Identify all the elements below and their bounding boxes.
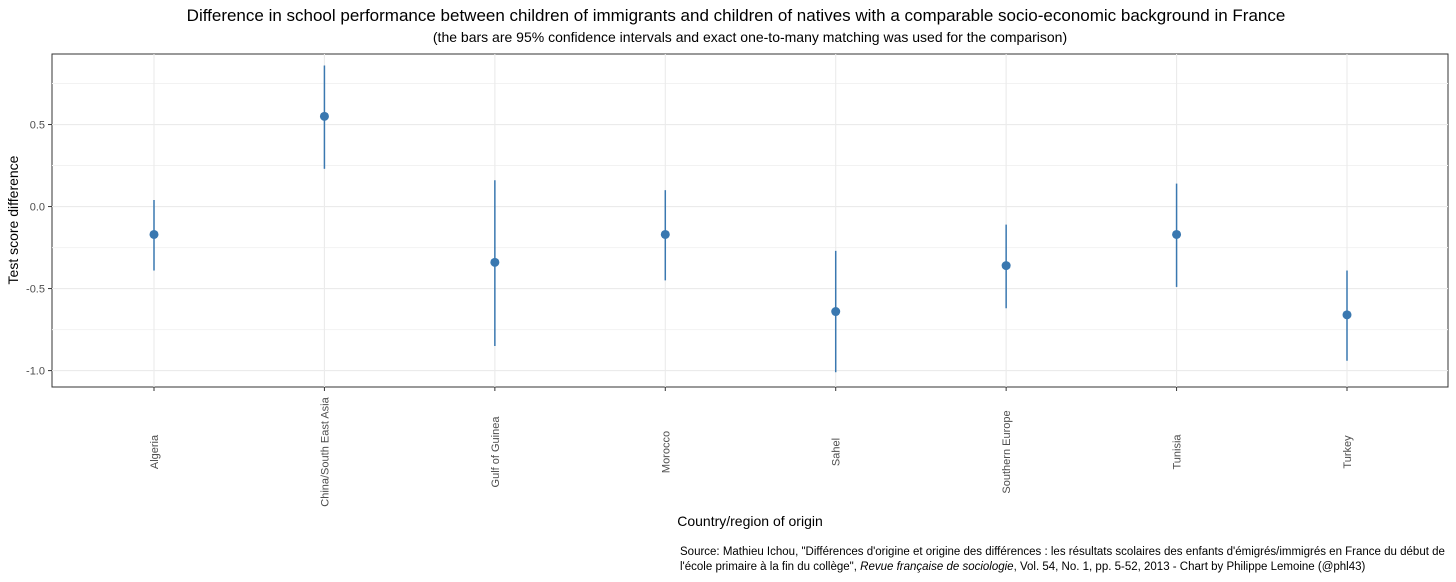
- source-text: Source: Mathieu Ichou, "Différences d'or…: [680, 546, 1445, 573]
- data-point: [319, 111, 329, 121]
- y-tick-label: 0.5: [30, 120, 45, 132]
- data-point: [1001, 261, 1011, 271]
- x-tick-label: Sahel: [831, 438, 843, 466]
- x-tick-label: Turkey: [1342, 435, 1354, 469]
- data-point: [831, 307, 841, 317]
- source-note: Source: Mathieu Ichou, "Différences d'or…: [680, 545, 1450, 575]
- data-point: [1342, 310, 1352, 320]
- x-tick-label: China/South East Asia: [319, 396, 331, 506]
- x-tick-label: Southern Europe: [1001, 410, 1013, 493]
- y-tick-label: -0.5: [26, 284, 45, 296]
- data-point: [149, 229, 159, 239]
- chart-title: Difference in school performance between…: [187, 6, 1286, 25]
- x-tick-label: Algeria: [149, 434, 161, 469]
- data-point: [490, 257, 500, 267]
- x-tick-label: Gulf of Guinea: [490, 416, 502, 488]
- data-point: [1172, 229, 1182, 239]
- source-text-end: , Vol. 54, No. 1, pp. 5-52, 2013 - Chart…: [1013, 561, 1366, 573]
- chart-subtitle: (the bars are 95% confidence intervals a…: [433, 29, 1067, 45]
- y-tick-label: -1.0: [26, 366, 45, 378]
- grid-lines: [52, 54, 1448, 387]
- x-tick-label: Morocco: [660, 431, 672, 473]
- x-axis-title: Country/region of origin: [677, 513, 823, 529]
- axis-ticks: -1.0 -0.5 0.0 0.5 Algeria China/South East As…: [26, 120, 1354, 507]
- x-tick-label: Tunisia: [1172, 434, 1184, 470]
- plot-panel: [51, 53, 1449, 388]
- data-point: [660, 229, 670, 239]
- y-axis-title: Test score difference: [5, 155, 21, 284]
- data-marks: [149, 65, 1352, 373]
- y-tick-label: 0.0: [30, 202, 45, 214]
- source-journal: Revue française de sociologie: [860, 561, 1014, 573]
